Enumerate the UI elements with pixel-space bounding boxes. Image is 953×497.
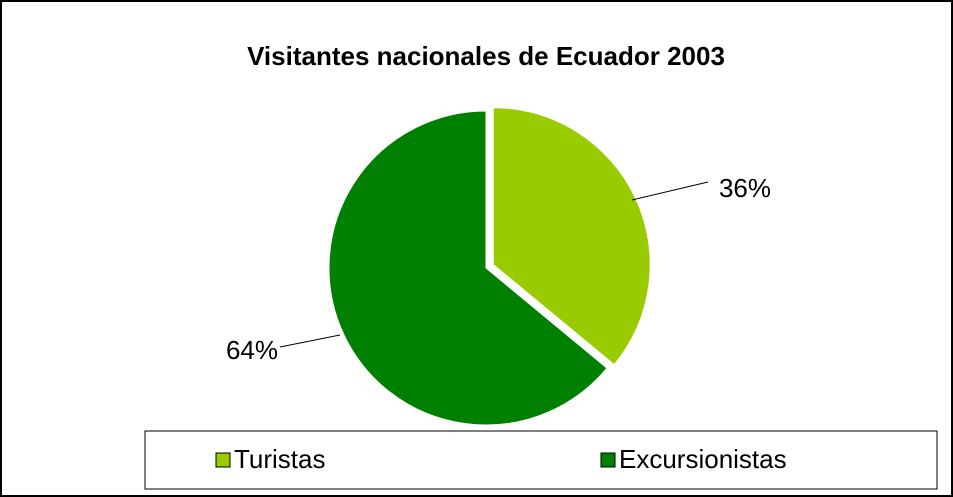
leader-line	[279, 334, 341, 348]
leader-line	[631, 181, 709, 201]
data-label: 36%	[719, 173, 771, 203]
data-label: 64%	[226, 335, 278, 365]
legend-label: Turistas	[234, 444, 326, 474]
legend-swatch	[600, 452, 616, 468]
pie-slice	[492, 107, 651, 366]
legend-box	[144, 430, 938, 490]
legend-label: Excursionistas	[619, 444, 787, 474]
legend-swatch	[215, 452, 231, 468]
pie-slice	[328, 110, 608, 426]
chart-title: Visitantes nacionales de Ecuador 2003	[247, 41, 725, 71]
